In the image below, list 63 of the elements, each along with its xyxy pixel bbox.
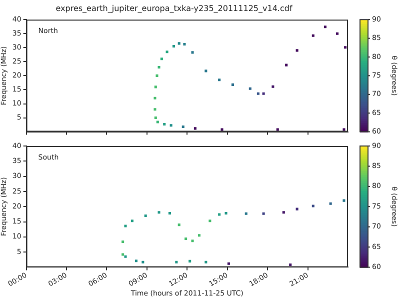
point bbox=[285, 64, 288, 66]
point bbox=[122, 240, 124, 244]
point bbox=[178, 224, 180, 226]
point bbox=[170, 124, 172, 127]
point bbox=[158, 211, 160, 214]
point bbox=[142, 260, 144, 264]
point bbox=[194, 127, 196, 130]
point bbox=[183, 43, 186, 46]
point bbox=[248, 87, 252, 90]
point bbox=[122, 253, 124, 256]
point bbox=[188, 260, 192, 262]
point bbox=[227, 262, 230, 265]
point bbox=[204, 70, 208, 72]
point bbox=[168, 212, 171, 215]
point bbox=[175, 260, 178, 264]
point bbox=[191, 240, 194, 242]
point bbox=[156, 74, 158, 77]
point bbox=[324, 26, 326, 28]
point bbox=[154, 86, 157, 88]
point bbox=[130, 220, 134, 222]
point bbox=[342, 199, 346, 202]
point bbox=[178, 42, 180, 45]
point bbox=[329, 202, 332, 205]
point bbox=[244, 212, 248, 215]
point bbox=[198, 234, 200, 237]
point bbox=[191, 51, 194, 54]
point bbox=[218, 213, 221, 216]
point bbox=[156, 120, 159, 124]
chart-title: expres_earth_jupiter_europa_txka-y235_20111125_v14.cdf bbox=[56, 4, 292, 13]
point bbox=[296, 49, 298, 52]
point bbox=[220, 128, 224, 131]
point bbox=[154, 108, 156, 111]
point bbox=[172, 44, 176, 48]
point bbox=[289, 264, 292, 266]
point bbox=[163, 122, 166, 126]
point bbox=[154, 96, 156, 100]
point bbox=[134, 260, 138, 262]
point bbox=[256, 92, 260, 95]
point bbox=[312, 204, 314, 208]
point bbox=[124, 255, 127, 258]
point bbox=[182, 125, 184, 128]
point bbox=[276, 128, 279, 131]
point bbox=[224, 212, 228, 215]
point bbox=[231, 83, 234, 86]
point bbox=[262, 212, 265, 215]
point bbox=[296, 208, 298, 210]
point bbox=[154, 116, 157, 120]
point bbox=[272, 85, 274, 88]
point bbox=[144, 214, 147, 217]
point bbox=[184, 237, 188, 240]
point bbox=[336, 32, 339, 35]
point bbox=[124, 224, 127, 228]
point bbox=[262, 92, 265, 95]
point bbox=[218, 78, 221, 82]
point bbox=[166, 50, 168, 54]
point bbox=[312, 34, 314, 37]
point bbox=[158, 66, 160, 69]
point bbox=[204, 260, 208, 264]
point bbox=[344, 46, 347, 49]
point bbox=[282, 211, 285, 214]
point bbox=[208, 220, 212, 222]
point bbox=[342, 128, 346, 131]
point bbox=[160, 58, 163, 60]
